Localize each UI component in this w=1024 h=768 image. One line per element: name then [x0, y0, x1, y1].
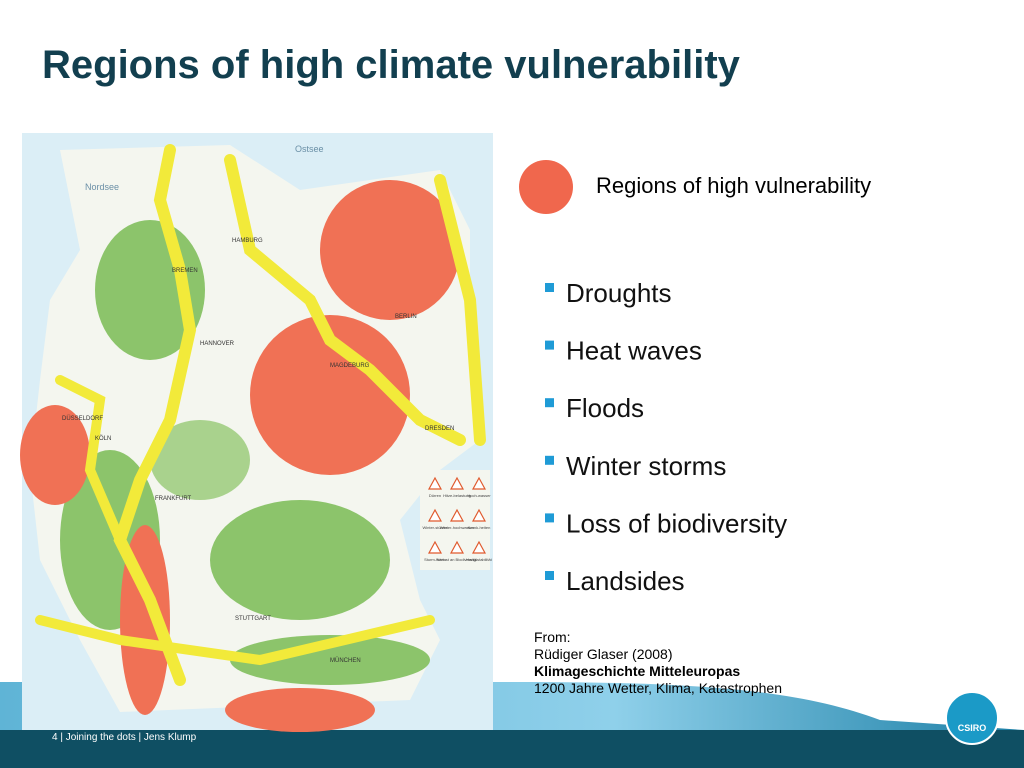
- legend-swatch: [519, 160, 573, 214]
- map-legend-icon: [471, 508, 487, 522]
- map-legend-icon: [427, 508, 443, 522]
- bullet-text: Landsides: [566, 566, 685, 596]
- map-legend-icon: [471, 540, 487, 554]
- map-legend-label: Sturm-fluten: [424, 557, 446, 562]
- map-label: HANNOVER: [200, 341, 235, 347]
- map-legend-icon: [471, 476, 487, 490]
- bullet-marker: [545, 398, 554, 408]
- map-river-zone: [35, 375, 435, 666]
- map-legend-label: Winter-stürme: [422, 525, 448, 530]
- logo-text: CSIRO: [958, 723, 987, 733]
- bullet-marker: [545, 283, 554, 292]
- map-red: [250, 315, 410, 475]
- map-label: Ostsee: [295, 144, 324, 154]
- logo: [945, 691, 999, 745]
- source-line: Rüdiger Glaser (2008): [534, 646, 673, 662]
- map-label: BREMEN: [172, 268, 198, 274]
- bullet-text: Loss of biodiversity: [566, 508, 787, 538]
- bullet-marker: [545, 513, 554, 523]
- legend-label: Regions of high vulnerability: [596, 173, 871, 198]
- map-label: HAMBURG: [232, 238, 263, 244]
- map-green: [230, 635, 430, 685]
- footer-band: [0, 730, 1024, 768]
- map-legend-icon: [449, 508, 465, 522]
- map-label: DRESDEN: [425, 426, 454, 432]
- map-label: Nordsee: [85, 182, 119, 192]
- map-legend-label: Krank-heiten: [468, 525, 491, 530]
- map-legend-label: Dürren: [429, 493, 441, 498]
- map-river-zone: [113, 144, 486, 686]
- bullet-marker: [545, 571, 554, 580]
- map-legend-icon: [449, 540, 465, 554]
- map-green: [150, 420, 250, 500]
- map-image: Nordsee Ostsee HAMBURG BREMEN BERLIN HANNOVER…: [20, 133, 493, 732]
- map-red: [20, 405, 90, 505]
- bullet-text: Droughts: [566, 278, 672, 308]
- bullet-marker: [545, 340, 554, 350]
- map-label: DÜSSELDORF: [62, 415, 103, 422]
- map-legend-label: Winter-hochwasser: [440, 525, 475, 530]
- map-red: [320, 180, 460, 320]
- map-legend-label: Hoch-wasser: [467, 493, 491, 498]
- map-label: BERLIN: [395, 314, 417, 320]
- map-legend-label: Hang-stabilität: [466, 557, 492, 562]
- source-line: Klimageschichte Mitteleuropas: [534, 663, 740, 679]
- map-label: FRANKFURT: [155, 496, 192, 502]
- map-label: MAGDEBURG: [330, 363, 370, 369]
- map-legend-label: Verlust an Biodiversität: [437, 557, 479, 562]
- map-legend-icon: [449, 476, 465, 490]
- map-red: [225, 688, 375, 732]
- bullet-text: Heat waves: [566, 336, 702, 366]
- map-label: KÖLN: [95, 435, 111, 442]
- slide-title: Regions of high climate vulnerability: [42, 43, 741, 87]
- map-legend-icon: [427, 540, 443, 554]
- footer-text: 4 | Joining the dots | Jens Klump: [52, 732, 197, 743]
- bullet-text: Winter storms: [566, 451, 726, 481]
- map-label: STUTTGART: [235, 616, 271, 622]
- map-legend-label: Hitze-belastung: [443, 493, 471, 498]
- bullet-marker: [545, 455, 554, 465]
- map-green: [210, 500, 390, 620]
- map-label: MÜNCHEN: [330, 657, 361, 664]
- source-line: 1200 Jahre Wetter, Klima, Katastrophen: [534, 680, 782, 696]
- bullet-text: Floods: [566, 393, 644, 423]
- map-legend-icon: [427, 476, 443, 490]
- source-line: From:: [534, 629, 571, 645]
